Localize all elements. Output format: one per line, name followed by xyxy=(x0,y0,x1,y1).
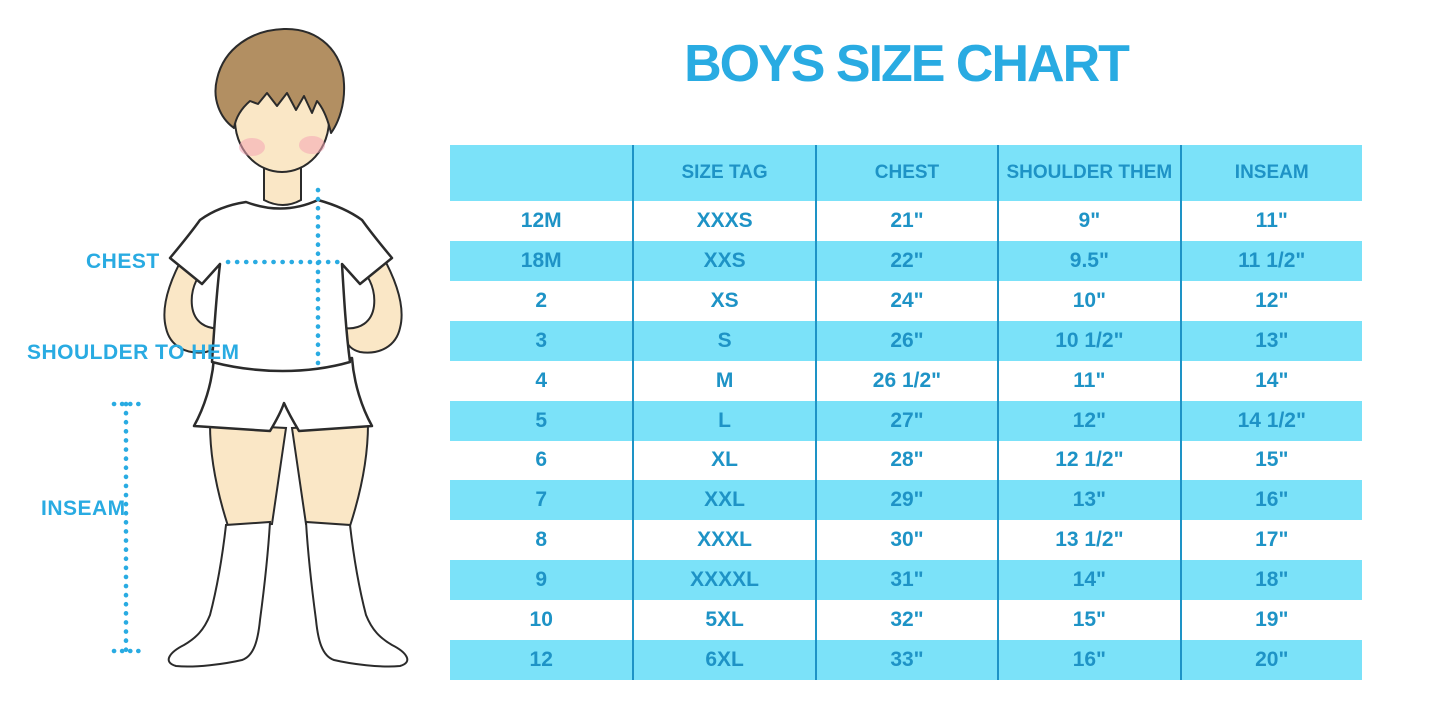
boy-legs xyxy=(208,422,370,528)
table-cell: 26" xyxy=(814,320,997,361)
header-cell-empty xyxy=(450,145,632,201)
table-cell: 15" xyxy=(997,600,1179,641)
table-cell: 17" xyxy=(1179,520,1362,561)
table-cell: 12" xyxy=(1179,280,1362,321)
table-cell: 9" xyxy=(997,201,1179,241)
table-row: 2 XS 24" 10" 12" xyxy=(450,280,1362,321)
table-cell: 14" xyxy=(1179,360,1362,401)
table-cell: 13" xyxy=(997,480,1179,521)
table-cell: 30" xyxy=(814,520,997,561)
boy-illustration xyxy=(111,27,409,668)
table-cell: S xyxy=(632,320,814,361)
table-cell: XXS xyxy=(632,240,814,281)
table-cell: 6XL xyxy=(632,640,814,681)
table-cell: 12 1/2" xyxy=(997,440,1179,481)
table-cell: 12" xyxy=(997,400,1179,441)
table-cell: XL xyxy=(632,440,814,481)
table-cell: XS xyxy=(632,280,814,321)
table-cell: 33" xyxy=(814,640,997,681)
table-cell: 14 1/2" xyxy=(1179,400,1362,441)
boy-tshirt xyxy=(168,198,394,373)
table-cell: 9 xyxy=(535,568,548,592)
inseam-label: INSEAM xyxy=(41,497,126,520)
table-cell: 13 1/2" xyxy=(997,520,1179,561)
table-row: 10 5XL 32" 15" 19" xyxy=(450,600,1362,641)
table-cell: 8 xyxy=(535,528,548,552)
table-cell: 26 1/2" xyxy=(814,360,997,401)
table-cell: 29" xyxy=(814,480,997,521)
table-cell: XXXL xyxy=(632,520,814,561)
table-cell: 19" xyxy=(1179,600,1362,641)
table-cell: 5 xyxy=(535,408,548,432)
page-title: BOYS SIZE CHART xyxy=(684,35,1130,93)
table-cell: 11 1/2" xyxy=(1179,240,1362,281)
inseam-measure-line xyxy=(111,401,144,654)
table-row: 3 S 26" 10 1/2" 13" xyxy=(450,320,1362,361)
table-cell: XXL xyxy=(632,480,814,521)
table-row: 8 XXXL 30" 13 1/2" 17" xyxy=(450,520,1362,561)
table-cell: 10" xyxy=(997,280,1179,321)
table-cell: 31" xyxy=(814,560,997,601)
header-cell: CHEST xyxy=(814,145,997,201)
table-cell: 12M xyxy=(520,208,562,232)
table-cell: L xyxy=(632,400,814,441)
table-row: 7 XXL 29" 13" 16" xyxy=(450,480,1362,521)
header-cell: SIZE TAG xyxy=(632,145,814,201)
table-cell: 13" xyxy=(1179,320,1362,361)
table-cell: 18M xyxy=(520,248,562,272)
table-cell: 6 xyxy=(535,448,548,472)
table-cell: 28" xyxy=(814,440,997,481)
chest-label: CHEST xyxy=(86,250,160,273)
table-row: 6 XL 28" 12 1/2" 15" xyxy=(450,440,1362,481)
table-cell: 7 xyxy=(535,488,548,512)
table-cell: 21" xyxy=(814,201,997,241)
table-cell: 11" xyxy=(1179,201,1362,241)
cheek-right xyxy=(299,136,325,154)
table-row: 12 6XL 33" 16" 20" xyxy=(450,640,1362,681)
table-cell: 22" xyxy=(814,240,997,281)
table-cell: 4 xyxy=(535,368,548,392)
table-row: 4 M 26 1/2" 11" 14" xyxy=(450,360,1362,401)
table-cell: XXXS xyxy=(632,201,814,241)
size-table-body: 12M XXXS 21" 9" 11" 18M XXS 22" 9.5" 11 1/2" 2 XS 24… xyxy=(450,201,1362,681)
table-cell: 15" xyxy=(1179,440,1362,481)
header-cell: SHOULDER THEM xyxy=(997,145,1179,201)
size-table: SIZE TAG CHEST SHOULDER THEM INSEAM 12M XXXS… xyxy=(450,145,1362,681)
table-row: 5 L 27" 12" 14 1/2" xyxy=(450,400,1362,441)
table-cell: 2 xyxy=(535,288,548,312)
table-cell: 10 xyxy=(529,608,553,632)
table-cell: 16" xyxy=(997,640,1179,681)
table-cell: 32" xyxy=(814,600,997,641)
table-cell: 27" xyxy=(814,400,997,441)
header-cell: INSEAM xyxy=(1179,145,1362,201)
table-cell: XXXXL xyxy=(632,560,814,601)
table-cell: 12 xyxy=(529,648,553,672)
table-cell: 9.5" xyxy=(997,240,1179,281)
table-cell: 3 xyxy=(535,328,548,352)
shoulder-to-hem-label: SHOULDER TO HEM xyxy=(27,341,240,364)
table-cell: 10 1/2" xyxy=(997,320,1179,361)
table-cell: 14" xyxy=(997,560,1179,601)
cheek-left xyxy=(239,138,265,156)
table-row: 9 XXXXL 31" 14" 18" xyxy=(450,560,1362,601)
table-row: 12M XXXS 21" 9" 11" xyxy=(450,201,1362,241)
table-cell: 11" xyxy=(997,360,1179,401)
table-cell: 5XL xyxy=(632,600,814,641)
table-row: 18M XXS 22" 9.5" 11 1/2" xyxy=(450,240,1362,281)
boy-head xyxy=(214,27,346,173)
size-table-header-row: SIZE TAG CHEST SHOULDER THEM INSEAM xyxy=(450,145,1362,201)
table-cell: 20" xyxy=(1179,640,1362,681)
boy-socks xyxy=(167,520,409,668)
table-cell: 18" xyxy=(1179,560,1362,601)
boy-hair xyxy=(214,27,346,134)
table-cell: M xyxy=(632,360,814,401)
table-cell: 16" xyxy=(1179,480,1362,521)
table-cell: 24" xyxy=(814,280,997,321)
